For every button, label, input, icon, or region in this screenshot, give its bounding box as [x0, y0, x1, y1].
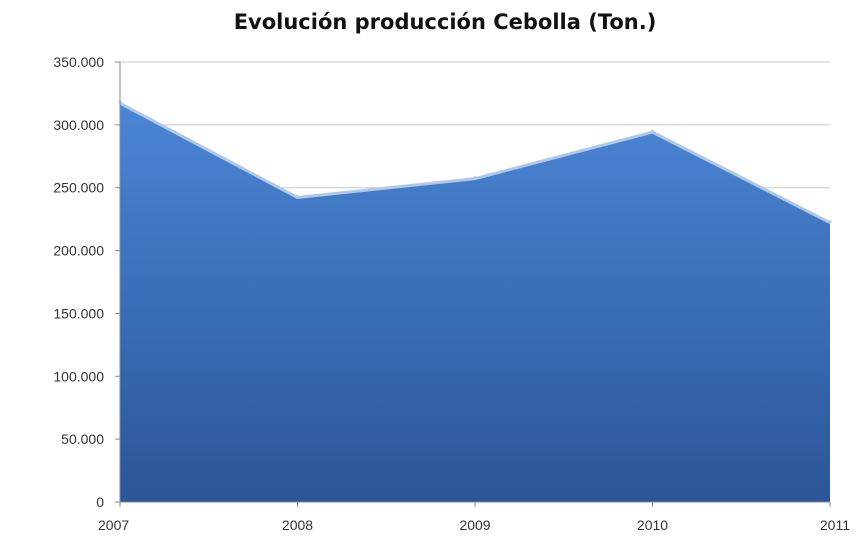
x-axis-tick-labels: 2007 2008 2009 2010 2011	[98, 517, 850, 533]
y-tick-label: 300.000	[53, 117, 104, 133]
area-fill	[120, 102, 830, 502]
y-tick-label: 0	[96, 494, 104, 510]
x-tick-label: 2011	[820, 517, 850, 533]
x-tick-label: 2008	[282, 517, 313, 533]
area-series	[118, 100, 832, 502]
data-point	[296, 195, 299, 199]
y-tick-label: 250.000	[53, 180, 104, 196]
x-tick-label: 2009	[459, 517, 490, 533]
y-tick-label: 350.000	[53, 54, 104, 70]
chart-title: Evolución producción Cebolla (Ton.)	[234, 10, 657, 34]
y-axis-tick-labels: 0 50.000 100.000 150.000 200.000 250.000 300.0…	[53, 54, 104, 510]
x-tick-label: 2007	[98, 517, 129, 533]
axes	[115, 61, 831, 507]
y-tick-label: 100.000	[53, 368, 104, 384]
y-tick-label: 50.000	[61, 431, 104, 447]
y-tick-label: 150.000	[53, 305, 104, 321]
x-tick-label: 2010	[637, 517, 668, 533]
data-point	[828, 220, 832, 224]
data-point	[651, 129, 654, 133]
data-point	[473, 176, 477, 180]
y-tick-label: 200.000	[53, 243, 104, 259]
